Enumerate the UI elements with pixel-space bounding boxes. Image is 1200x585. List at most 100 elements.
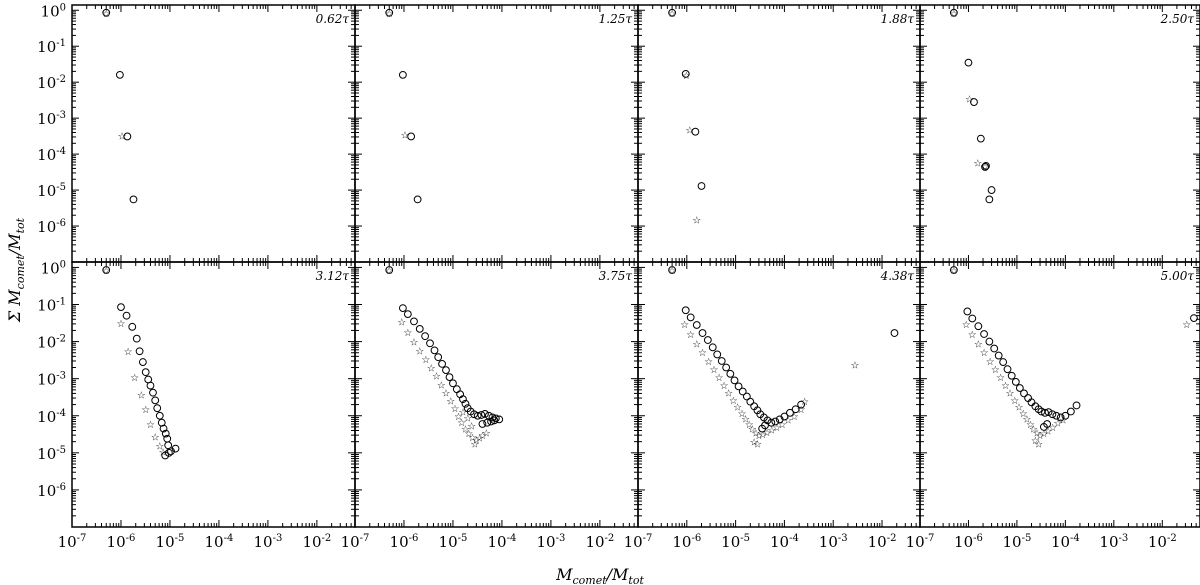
data-point-circle bbox=[155, 411, 164, 420]
data-point-star: ☆ bbox=[432, 372, 441, 383]
ticks bbox=[637, 5, 921, 263]
data-point-star: ☆ bbox=[758, 430, 767, 441]
data-point-star: ☆ bbox=[986, 357, 995, 368]
data-point-star: ☆ bbox=[450, 404, 459, 415]
data-point-circle bbox=[164, 448, 173, 457]
data-point-circle bbox=[1011, 377, 1020, 386]
data-point-star: ☆ bbox=[446, 396, 455, 407]
x-tick-label: 10-4 bbox=[205, 533, 234, 551]
data-point-circle bbox=[410, 317, 418, 326]
data-point-star: ☆ bbox=[401, 131, 410, 142]
data-point-circle bbox=[1024, 394, 1032, 402]
data-point-circle bbox=[167, 447, 175, 456]
data-point-circle bbox=[478, 420, 487, 428]
data-point-star: ☆ bbox=[751, 429, 760, 440]
ticks bbox=[637, 262, 921, 528]
data-point-star: ☆ bbox=[685, 126, 694, 137]
data-point-circle bbox=[153, 404, 162, 413]
x-tick-label: 10-3 bbox=[1099, 533, 1128, 551]
data-point-star: ☆ bbox=[981, 162, 990, 173]
data-point-circle bbox=[1015, 384, 1024, 392]
data-point-circle bbox=[438, 360, 446, 368]
star-series: ☆☆☆☆ bbox=[668, 9, 702, 227]
data-point-circle bbox=[949, 8, 958, 17]
data-point-star: ☆ bbox=[141, 405, 150, 416]
x-tick-label: 10-3 bbox=[253, 533, 282, 551]
data-point-circle bbox=[1048, 410, 1057, 419]
data-point-star: ☆ bbox=[464, 429, 473, 440]
data-point-circle bbox=[753, 406, 762, 415]
panel-time-label: 5.00τ bbox=[1161, 269, 1195, 283]
data-point-star: ☆ bbox=[763, 428, 772, 439]
data-point-circle bbox=[681, 69, 690, 78]
panel-time-label: 2.50τ bbox=[1160, 12, 1195, 26]
data-point-star: ☆ bbox=[1010, 396, 1019, 407]
data-point-circle bbox=[949, 266, 958, 274]
panel-time-label: 0.62τ bbox=[316, 12, 350, 26]
ticks bbox=[71, 262, 356, 528]
panel-frame bbox=[354, 4, 639, 263]
x-tick-label: 10-7 bbox=[58, 533, 87, 551]
data-point-star: ☆ bbox=[155, 441, 164, 452]
data-point-circle bbox=[398, 304, 407, 312]
data-point-star: ☆ bbox=[470, 439, 479, 450]
data-point-circle bbox=[668, 8, 677, 17]
ticks bbox=[71, 5, 356, 263]
data-point-star: ☆ bbox=[467, 421, 476, 432]
star-series: ☆☆☆☆ bbox=[949, 9, 989, 173]
data-point-star: ☆ bbox=[1034, 439, 1043, 450]
data-point-star: ☆ bbox=[137, 390, 146, 401]
data-point-circle bbox=[1003, 365, 1012, 374]
data-point-star: ☆ bbox=[409, 338, 418, 349]
data-point-star: ☆ bbox=[733, 402, 742, 413]
data-point-star: ☆ bbox=[800, 397, 809, 408]
data-point-circle bbox=[738, 387, 747, 396]
panel-7: 10-7 10-6 10-5 10-4 10-3 10-24.38τ☆☆☆☆☆☆☆☆☆☆☆… bbox=[624, 261, 921, 551]
y-tick-label: 10-4 bbox=[37, 146, 66, 164]
x-tick-label: 10-6 bbox=[672, 533, 701, 551]
data-point-star: ☆ bbox=[709, 365, 718, 376]
data-point-star: ☆ bbox=[737, 409, 746, 420]
panel-grid: 10010-110-210-310-410-510-60.62τ☆☆1.25τ☆… bbox=[37, 2, 1200, 551]
data-point-circle bbox=[421, 332, 430, 341]
circle-series bbox=[102, 8, 138, 204]
ticks bbox=[354, 262, 639, 528]
data-point-star: ☆ bbox=[741, 414, 750, 425]
data-point-circle bbox=[132, 334, 141, 343]
data-point-circle bbox=[1061, 411, 1070, 420]
y-tick-label: 10-4 bbox=[37, 408, 66, 426]
data-point-circle bbox=[746, 397, 755, 406]
data-point-circle bbox=[151, 396, 160, 405]
data-point-star: ☆ bbox=[1022, 414, 1031, 425]
data-point-circle bbox=[146, 381, 155, 390]
data-point-circle bbox=[1052, 411, 1061, 420]
x-tick-label: 10-4 bbox=[488, 533, 517, 551]
data-point-star: ☆ bbox=[797, 405, 806, 416]
data-point-circle bbox=[780, 412, 789, 421]
data-point-circle bbox=[976, 134, 985, 143]
data-point-circle bbox=[697, 182, 706, 190]
data-point-circle bbox=[982, 162, 990, 170]
data-point-circle bbox=[461, 399, 470, 408]
data-point-star: ☆ bbox=[962, 320, 971, 331]
data-point-star: ☆ bbox=[146, 420, 155, 431]
data-point-circle bbox=[1007, 371, 1016, 380]
data-point-circle bbox=[495, 415, 504, 424]
data-point-star: ☆ bbox=[385, 9, 394, 20]
panel-frame bbox=[71, 4, 356, 263]
data-point-circle bbox=[703, 336, 712, 344]
panel-time-label: 1.88τ bbox=[881, 12, 915, 26]
data-point-star: ☆ bbox=[475, 433, 484, 444]
y-tick-label: 10-5 bbox=[37, 182, 66, 200]
y-tick-label: 10-1 bbox=[37, 297, 66, 315]
data-point-star: ☆ bbox=[686, 330, 695, 341]
y-tick-label: 100 bbox=[41, 2, 66, 20]
data-point-star: ☆ bbox=[720, 381, 729, 392]
data-point-star: ☆ bbox=[482, 429, 491, 440]
circle-series bbox=[385, 8, 422, 204]
circle-series bbox=[102, 266, 180, 460]
star-series: ☆☆☆☆☆☆☆☆☆☆☆☆☆☆☆☆☆☆☆☆☆☆☆☆☆☆☆☆☆☆ bbox=[668, 266, 860, 450]
data-point-circle bbox=[477, 411, 486, 419]
